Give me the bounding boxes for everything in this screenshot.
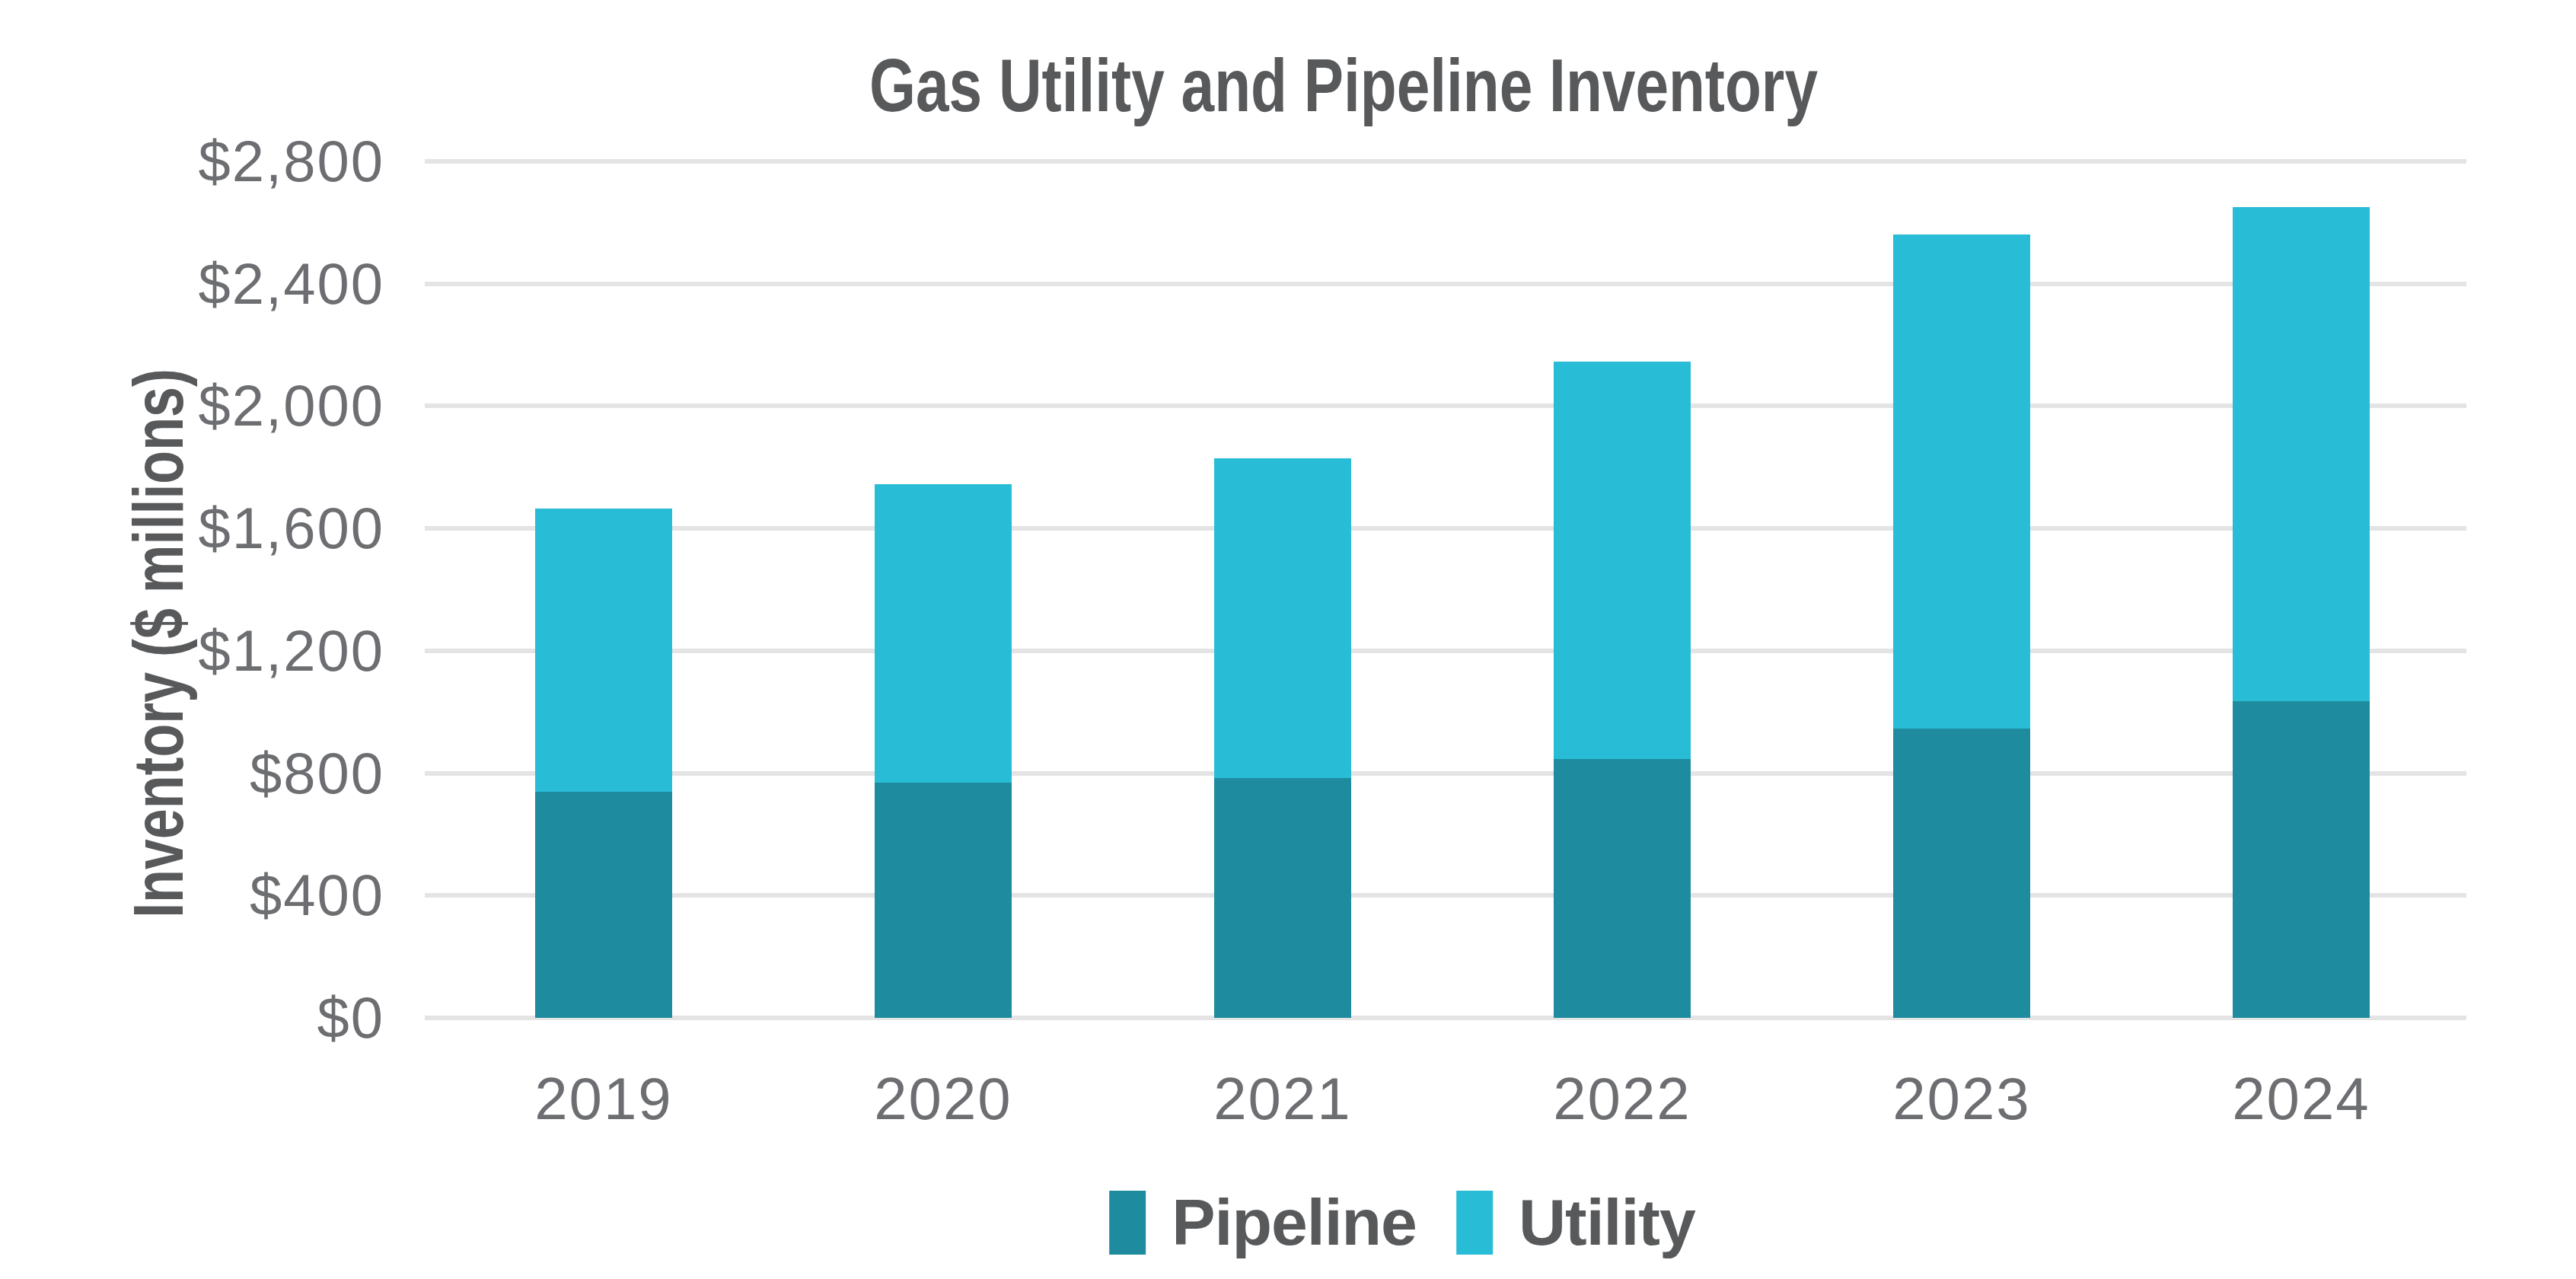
bar-2021-pipeline [1214, 778, 1351, 1018]
bar-2022-utility [1554, 362, 1691, 759]
bar-2021-utility [1214, 458, 1351, 778]
bar-2024-utility [2233, 207, 2370, 701]
gridline-0 [425, 1016, 2466, 1020]
gridline-800 [425, 771, 2466, 776]
gridline-400 [425, 893, 2466, 898]
y-tick-label-2000: $2,000 [0, 374, 384, 438]
bar-2020-pipeline [875, 783, 1012, 1018]
legend-swatch-pipeline [1109, 1191, 1146, 1255]
gridline-1600 [425, 526, 2466, 531]
bar-2019-utility [535, 509, 672, 792]
y-tick-label-400: $400 [0, 863, 384, 927]
gridline-2400 [425, 282, 2466, 286]
bar-2020-utility [875, 484, 1012, 783]
legend-item-utility: Utility [1456, 1185, 1695, 1260]
legend-swatch-utility [1456, 1191, 1493, 1255]
gridline-1200 [425, 649, 2466, 653]
x-tick-label-2024: 2024 [2179, 1066, 2423, 1131]
legend: Pipeline Utility [1109, 1185, 1695, 1260]
y-tick-label-2400: $2,400 [0, 252, 384, 316]
chart-title: Gas Utility and Pipeline Inventory [869, 43, 1818, 129]
legend-label-utility: Utility [1519, 1185, 1695, 1260]
bar-2023-utility [1893, 234, 2030, 729]
gridline-2800 [425, 159, 2466, 164]
y-tick-label-2800: $2,800 [0, 129, 384, 193]
bar-2023-pipeline [1893, 729, 2030, 1018]
bar-2024-pipeline [2233, 701, 2370, 1018]
y-tick-label-1200: $1,200 [0, 619, 384, 683]
x-tick-label-2020: 2020 [821, 1066, 1065, 1131]
gridline-2000 [425, 403, 2466, 408]
bar-2022-pipeline [1554, 759, 1691, 1018]
x-tick-label-2021: 2021 [1161, 1066, 1404, 1131]
legend-item-pipeline: Pipeline [1109, 1185, 1417, 1260]
y-tick-label-800: $800 [0, 742, 384, 805]
y-tick-label-0: $0 [0, 986, 384, 1050]
chart-canvas: Gas Utility and Pipeline Inventory Inven… [0, 0, 2576, 1279]
x-tick-label-2019: 2019 [482, 1066, 725, 1131]
x-tick-label-2022: 2022 [1500, 1066, 1744, 1131]
bar-2019-pipeline [535, 792, 672, 1018]
legend-label-pipeline: Pipeline [1172, 1185, 1417, 1260]
y-tick-label-1600: $1,600 [0, 496, 384, 560]
x-tick-label-2023: 2023 [1840, 1066, 2083, 1131]
